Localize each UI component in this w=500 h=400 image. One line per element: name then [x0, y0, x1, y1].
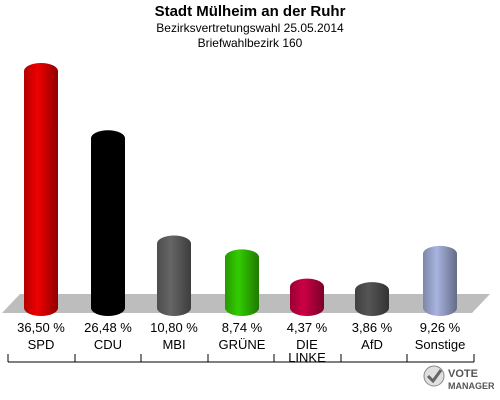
- category-label: DIE: [296, 337, 318, 352]
- category-label: SPD: [28, 337, 55, 352]
- value-label: 36,50 %: [17, 320, 65, 335]
- category-label: CDU: [94, 337, 122, 352]
- bar-afd: [355, 282, 389, 316]
- chart-subtitle-2: Briefwahlbezirk 160: [197, 36, 303, 50]
- logo-line-2: MANAGER: [448, 381, 495, 391]
- value-label: 8,74 %: [222, 320, 263, 335]
- title-block: Stadt Mülheim an der Ruhr Bezirksvertret…: [0, 3, 500, 51]
- bar-cdu: [91, 130, 125, 316]
- value-label: 3,86 %: [352, 320, 393, 335]
- bar-die-linke: [290, 278, 324, 316]
- vote-manager-logo: VOTE MANAGER: [423, 365, 495, 391]
- chart-subtitle: Bezirksvertretungswahl 25.05.2014: [156, 21, 344, 35]
- value-label: 10,80 %: [150, 320, 198, 335]
- chart-title: Stadt Mülheim an der Ruhr: [154, 3, 346, 20]
- category-label: LINKE: [288, 350, 326, 365]
- value-label: 26,48 %: [84, 320, 132, 335]
- bar-mbi: [157, 235, 191, 316]
- category-label: AfD: [361, 337, 383, 352]
- bar-grüne: [225, 249, 259, 316]
- value-label: 4,37 %: [287, 320, 328, 335]
- bar-sonstige: [423, 245, 457, 316]
- category-label: MBI: [162, 337, 185, 352]
- category-label: Sonstige: [415, 337, 466, 352]
- bar-spd: [24, 63, 58, 316]
- value-label: 9,26 %: [420, 320, 461, 335]
- logo-line-1: VOTE: [448, 368, 478, 380]
- category-label: GRÜNE: [219, 337, 266, 352]
